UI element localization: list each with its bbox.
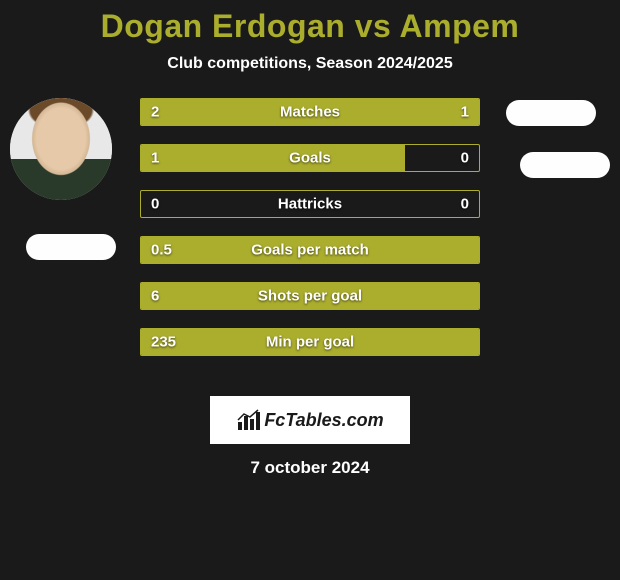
bar-track [141, 145, 479, 171]
comparison-widget: Dogan Erdogan vs Ampem Club competitions… [0, 0, 620, 580]
player-right-name-pill-1 [506, 100, 596, 126]
bar-track [141, 191, 479, 217]
comparison-bars: 2 Matches 1 1 Goals 0 [140, 98, 480, 374]
bar-row: 235 Min per goal [140, 328, 480, 356]
bar-left-fill [141, 329, 479, 355]
subtitle: Club competitions, Season 2024/2025 [0, 55, 620, 73]
chart-area: 2 Matches 1 1 Goals 0 [0, 98, 620, 388]
bar-row: 6 Shots per goal [140, 282, 480, 310]
bar-right-fill [364, 99, 479, 125]
bar-gap [405, 145, 479, 171]
bar-track [141, 237, 479, 263]
footer-date: 7 october 2024 [0, 458, 620, 478]
bar-row: 1 Goals 0 [140, 144, 480, 172]
bar-left-fill [141, 99, 364, 125]
footer-logo[interactable]: FcTables.com [210, 396, 410, 444]
bar-left-fill [141, 283, 479, 309]
bar-row: 0 Hattricks 0 [140, 190, 480, 218]
bar-track [141, 329, 479, 355]
bar-row: 0.5 Goals per match [140, 236, 480, 264]
logo-text: FcTables.com [264, 410, 383, 431]
bar-left-fill [141, 237, 479, 263]
page-title: Dogan Erdogan vs Ampem [0, 8, 620, 45]
bar-left-fill [141, 145, 405, 171]
bar-row: 2 Matches 1 [140, 98, 480, 126]
bar-gap [141, 191, 479, 217]
player-left-name-pill [26, 234, 116, 260]
bar-track [141, 99, 479, 125]
player-right-name-pill-2 [520, 152, 610, 178]
avatar-face-placeholder [10, 98, 112, 200]
player-left-avatar [10, 98, 112, 200]
bar-track [141, 283, 479, 309]
bar-chart-icon [236, 408, 260, 432]
